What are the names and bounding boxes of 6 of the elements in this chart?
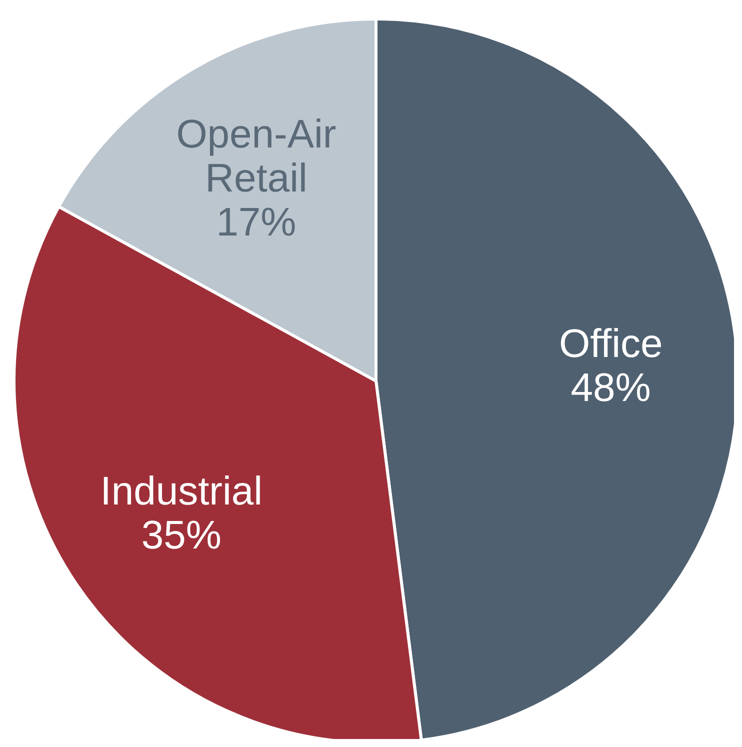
data-label: 48%	[570, 366, 651, 410]
data-label: 35%	[141, 513, 222, 558]
slice-label: Office	[558, 322, 663, 366]
slice-label: Open-Air Retail	[176, 112, 336, 200]
slice-label: Industrial	[100, 469, 263, 514]
data-label: 17%	[216, 200, 296, 244]
